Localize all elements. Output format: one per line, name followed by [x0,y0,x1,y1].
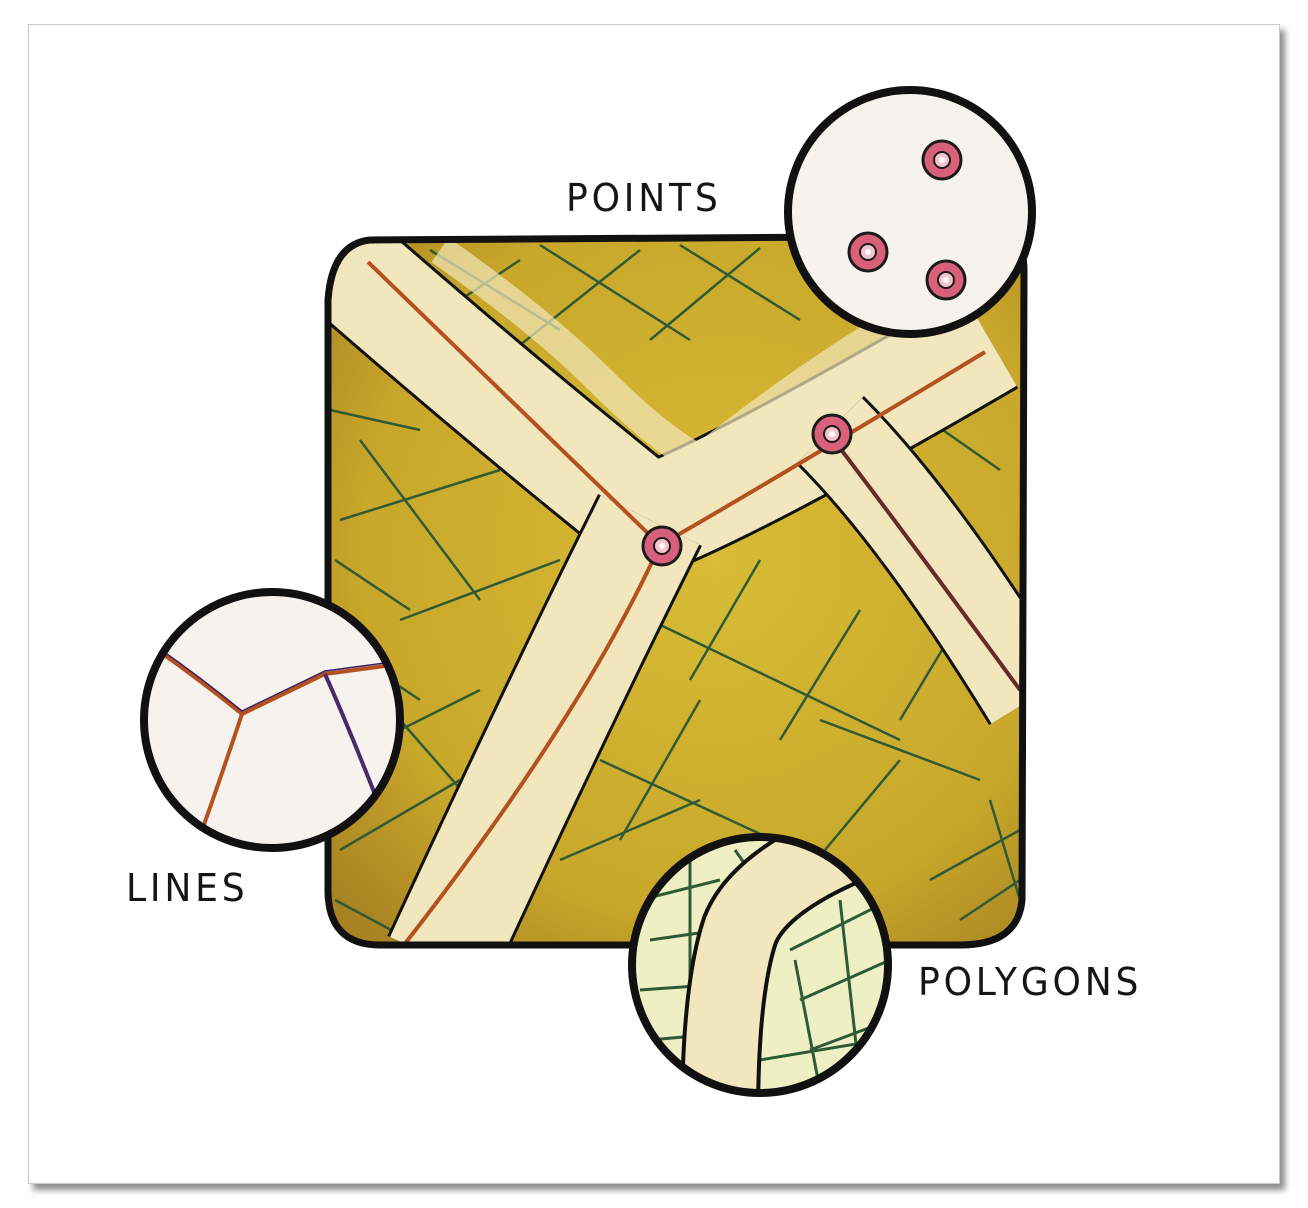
point-marker-icon [811,413,853,455]
parcel-grid [329,243,1022,942]
point-marker-icon [925,259,967,301]
map-square [324,232,1028,949]
point-marker-icon [847,231,889,273]
lines-label: LINES [126,866,249,910]
point-marker-icon [921,139,963,181]
map-point-markers [641,413,853,567]
lines-magnifier [140,588,404,852]
polygons-label: POLYGONS [918,960,1143,1004]
point-marker-icon [641,525,683,567]
points-magnifier [784,86,1036,338]
roads [328,236,1024,945]
points-label: POINTS [566,176,722,220]
polygons-magnifier [628,833,892,1097]
